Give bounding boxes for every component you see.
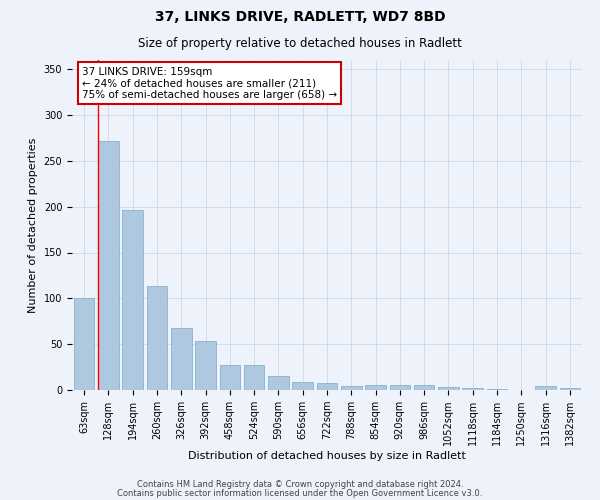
Text: Contains public sector information licensed under the Open Government Licence v3: Contains public sector information licen… xyxy=(118,488,482,498)
Bar xyxy=(98,140,119,390)
Text: Size of property relative to detached houses in Radlett: Size of property relative to detached ho… xyxy=(138,38,462,51)
Bar xyxy=(146,286,167,390)
Bar xyxy=(244,365,265,390)
Bar xyxy=(268,376,289,390)
Bar xyxy=(341,386,362,390)
Bar xyxy=(171,328,191,390)
Bar xyxy=(220,365,240,390)
Text: 37 LINKS DRIVE: 159sqm
← 24% of detached houses are smaller (211)
75% of semi-de: 37 LINKS DRIVE: 159sqm ← 24% of detached… xyxy=(82,66,337,100)
Bar xyxy=(292,382,313,390)
Bar xyxy=(195,340,216,390)
Bar xyxy=(389,386,410,390)
Bar xyxy=(560,388,580,390)
Bar xyxy=(365,386,386,390)
Bar xyxy=(414,386,434,390)
Bar xyxy=(122,210,143,390)
Bar xyxy=(463,388,483,390)
Bar xyxy=(487,389,508,390)
Bar xyxy=(317,382,337,390)
Text: Contains HM Land Registry data © Crown copyright and database right 2024.: Contains HM Land Registry data © Crown c… xyxy=(137,480,463,489)
Y-axis label: Number of detached properties: Number of detached properties xyxy=(28,138,38,312)
Bar xyxy=(535,386,556,390)
Text: 37, LINKS DRIVE, RADLETT, WD7 8BD: 37, LINKS DRIVE, RADLETT, WD7 8BD xyxy=(155,10,445,24)
Bar xyxy=(74,298,94,390)
X-axis label: Distribution of detached houses by size in Radlett: Distribution of detached houses by size … xyxy=(188,451,466,461)
Bar xyxy=(438,387,459,390)
